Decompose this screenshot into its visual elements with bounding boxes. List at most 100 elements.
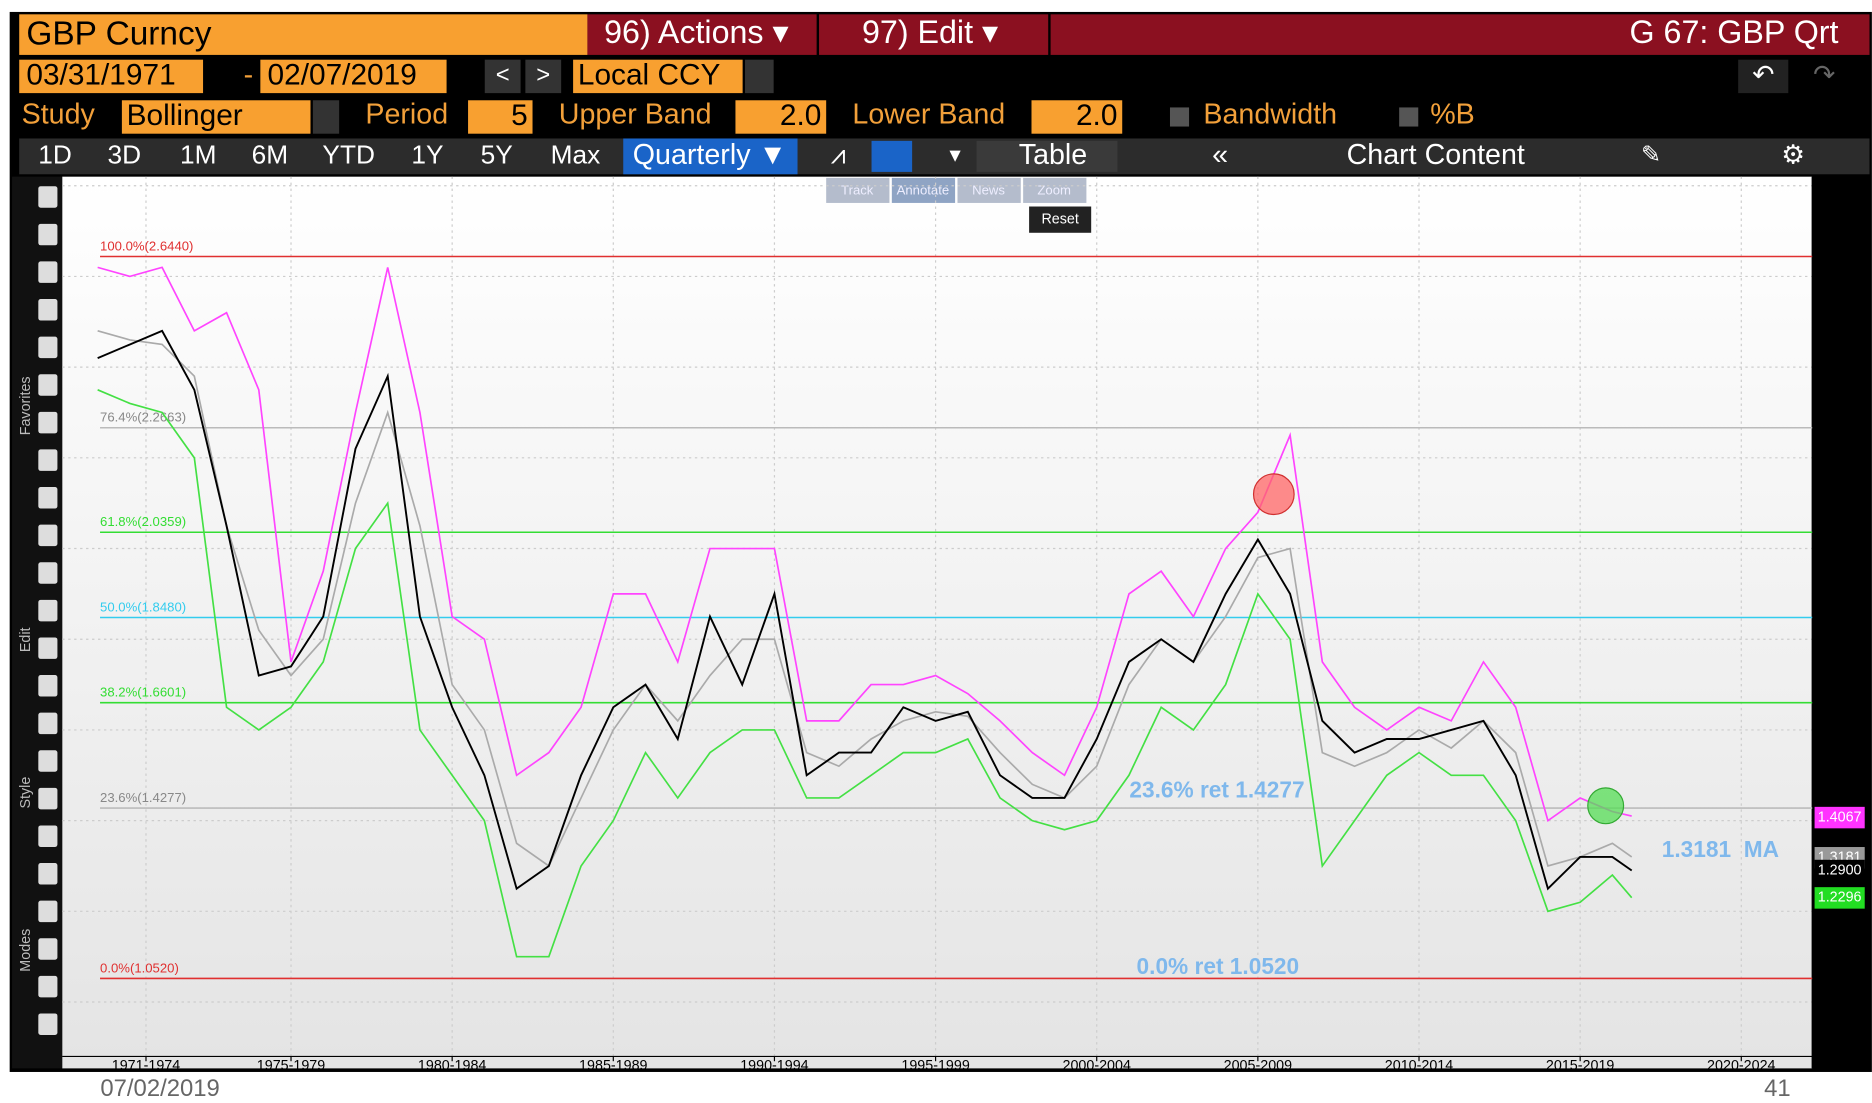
tool-button[interactable] — [891, 177, 956, 203]
start-date-box[interactable] — [19, 59, 204, 94]
tool-icon[interactable] — [38, 487, 58, 509]
tool-button[interactable] — [826, 177, 890, 203]
lower-box[interactable] — [1031, 100, 1123, 134]
currency-dropdown[interactable] — [745, 59, 774, 94]
last-value-label: 1.4067 — [1818, 809, 1862, 825]
range-button[interactable]: YTD — [322, 139, 374, 169]
tool-icon[interactable] — [38, 299, 58, 321]
tool-icon[interactable] — [38, 975, 58, 998]
prev-icon: < — [496, 62, 510, 89]
tool-icon[interactable] — [38, 261, 58, 283]
tool-icon[interactable] — [38, 562, 58, 584]
x-tick-label: 1995-1999 — [901, 1058, 969, 1074]
range-button[interactable]: 6M — [252, 139, 288, 169]
study-label: Study — [22, 98, 96, 130]
tool-icon[interactable] — [38, 524, 58, 547]
undo[interactable] — [1738, 59, 1789, 94]
tool-button[interactable] — [957, 177, 1021, 203]
tool-icon[interactable] — [38, 599, 58, 622]
range-button[interactable]: 3D — [107, 139, 141, 169]
tool-icon[interactable] — [38, 186, 58, 208]
footer-date: 07/02/2019 — [100, 1075, 219, 1102]
range-button[interactable]: 5Y — [481, 139, 513, 169]
tool-icon[interactable] — [38, 223, 58, 246]
fib-label: 76.4%(2.2663) — [100, 410, 186, 425]
study-name: Bollinger — [127, 99, 243, 132]
y-tick-label: 2.2000 — [1819, 450, 1863, 466]
settings-icon[interactable]: ⚙ — [1781, 139, 1805, 169]
series-line — [97, 266, 1632, 822]
title: G 67: GBP Qrt — [1630, 14, 1839, 50]
tool-label: Zoom — [1037, 182, 1071, 197]
tool-icon[interactable] — [38, 938, 58, 960]
bandwidth-check[interactable] — [1169, 107, 1190, 127]
tool-icon[interactable] — [38, 712, 58, 735]
study-box[interactable] — [121, 100, 311, 134]
range-button[interactable]: 1M — [180, 139, 216, 169]
type-dropdown[interactable]: ▼ — [946, 145, 965, 166]
period-label: Period — [365, 98, 448, 130]
period-box[interactable] — [468, 100, 533, 134]
tool-icon[interactable] — [38, 750, 58, 772]
collapse[interactable]: « — [1212, 139, 1228, 171]
pctb: %B — [1430, 98, 1475, 130]
range-button[interactable]: Max — [551, 139, 601, 169]
y-tick-label: 1.8000 — [1819, 631, 1863, 647]
x-tick-label: 2015-2019 — [1546, 1058, 1614, 1074]
chart-content[interactable]: Chart Content — [1347, 139, 1525, 171]
line-icon[interactable]: ⩘ — [831, 139, 846, 169]
period: 5 — [511, 99, 528, 132]
range-button[interactable]: 1Y — [411, 139, 443, 169]
x-tick-label: 2010-2014 — [1385, 1058, 1453, 1074]
tool-icon[interactable] — [38, 900, 58, 923]
tool-icon[interactable] — [38, 449, 58, 471]
prev-button[interactable] — [484, 59, 521, 94]
fib-label: 38.2%(1.6601) — [100, 685, 186, 700]
sidebar-label: Edit — [18, 627, 34, 652]
y-tick-label: 2.4000 — [1819, 359, 1863, 375]
security-box[interactable] — [19, 14, 588, 55]
tool-button[interactable] — [1023, 177, 1087, 203]
footer-page: 41 — [1764, 1075, 1791, 1102]
actions: 96) Actions ▾ — [604, 14, 789, 50]
frequency-box[interactable] — [623, 138, 798, 175]
upper-label: Upper Band — [559, 98, 712, 130]
tool-icon[interactable] — [38, 411, 58, 434]
date-sep: - — [244, 59, 254, 91]
annotation: 0.0% ret 1.0520 — [1137, 953, 1300, 979]
study-dropdown[interactable] — [312, 100, 340, 134]
sidebar-label: Style — [18, 777, 34, 809]
tool-icon[interactable] — [38, 637, 58, 659]
tool-icon[interactable] — [38, 1013, 58, 1035]
upper: 2.0 — [780, 99, 821, 132]
fib-label: 50.0%(1.8480) — [100, 599, 186, 614]
y-tick-label: 1.6000 — [1819, 722, 1863, 738]
lower-label: Lower Band — [852, 98, 1005, 130]
tool-icon[interactable] — [38, 825, 58, 847]
next-button[interactable] — [525, 59, 562, 94]
reset-button[interactable] — [1029, 206, 1092, 233]
tool-icon[interactable] — [38, 336, 58, 359]
redo-icon[interactable]: ↷ — [1813, 59, 1835, 89]
tool-icon[interactable] — [38, 374, 58, 396]
bar-icon[interactable] — [871, 140, 913, 172]
pctb-check[interactable] — [1399, 107, 1419, 127]
currency-box[interactable] — [573, 59, 743, 94]
tool-icon[interactable] — [38, 787, 58, 810]
upper-box[interactable] — [735, 100, 827, 134]
actions-menu[interactable] — [587, 14, 817, 55]
tool-icon[interactable] — [38, 863, 58, 885]
end-date-box[interactable] — [260, 59, 447, 94]
table-button[interactable] — [976, 140, 1118, 172]
y-tick-label: 2.0000 — [1819, 540, 1863, 556]
edit-icon[interactable]: ✎ — [1641, 142, 1661, 169]
edit-menu[interactable] — [819, 14, 1049, 55]
tool-icon[interactable] — [38, 675, 58, 697]
range-button[interactable]: 1D — [38, 139, 72, 169]
x-tick-label: 1990-1994 — [740, 1058, 808, 1074]
end-date: 02/07/2019 — [268, 58, 417, 91]
last-value-box — [1814, 859, 1865, 882]
reset: Reset — [1041, 211, 1078, 227]
